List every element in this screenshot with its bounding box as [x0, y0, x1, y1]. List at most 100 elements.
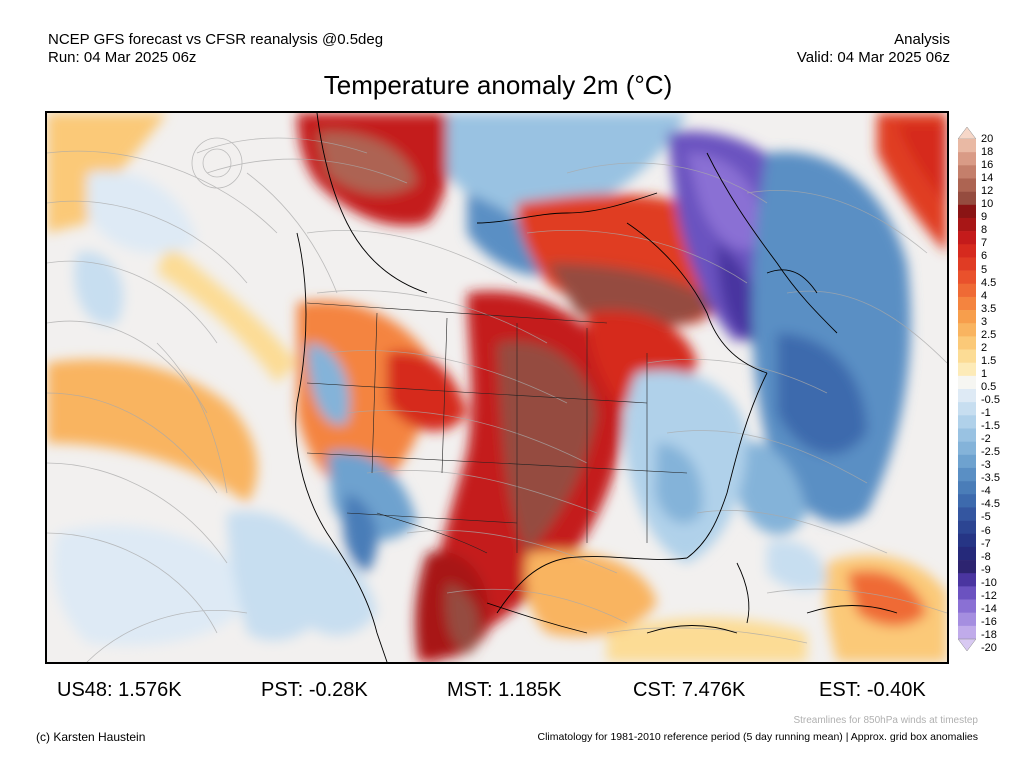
- region-value: -0.40K: [866, 679, 926, 701]
- colorbar-swatch: [958, 625, 976, 640]
- region-average-cst: CST: 7.476K: [633, 679, 745, 702]
- colorbar-tick-label: 2: [981, 341, 988, 354]
- run-time: Run: 04 Mar 2025 06z: [48, 49, 197, 66]
- colorbar-tick-label: -6: [981, 524, 991, 537]
- colorbar-tick-label: -4: [981, 485, 991, 498]
- anomaly-map: [45, 111, 949, 664]
- colorbar-tick-label: 9: [981, 211, 988, 224]
- colorbar-tick-label: -14: [981, 602, 997, 615]
- model-description: NCEP GFS forecast vs CFSR reanalysis @0.…: [48, 31, 384, 48]
- colorbar-tick-label: -20: [981, 642, 997, 654]
- colorbar-tick-label: -5: [981, 511, 991, 524]
- colorbar-swatch: [958, 520, 976, 535]
- colorbar-tick-label: 14: [981, 172, 994, 185]
- region-label: EST:: [819, 679, 862, 701]
- region-label: PST:: [261, 679, 304, 701]
- colorbar-tick-label: 18: [981, 146, 994, 159]
- colorbar-swatch: [958, 415, 976, 429]
- colorbar-tick-label: -0.5: [981, 394, 1000, 407]
- colorbar-swatch: [958, 441, 976, 456]
- colorbar-tick-label: -18: [981, 628, 997, 641]
- colorbar-swatch: [958, 573, 976, 587]
- colorbar-swatch: [958, 454, 976, 469]
- region-value: 1.576K: [118, 679, 182, 701]
- colorbar-tick-label: -12: [981, 589, 997, 602]
- colorbar-tick-label: 12: [981, 185, 994, 198]
- colorbar-tick-label: -1: [981, 407, 991, 420]
- colorbar-tick-label: 8: [981, 224, 988, 237]
- colorbar-swatch: [958, 507, 976, 521]
- colorbar-swatch: [958, 494, 976, 508]
- colorbar-tick-label: -16: [981, 615, 997, 628]
- colorbar-tick-label: -7: [981, 537, 991, 550]
- colorbar-swatch: [958, 217, 976, 232]
- colorbar-swatch: [958, 310, 976, 324]
- region-label: CST:: [633, 679, 677, 701]
- colorbar-tick-label: 4: [981, 289, 988, 302]
- colorbar-tick-label: 2.5: [981, 328, 997, 341]
- region-value: -0.28K: [308, 679, 368, 701]
- region-value: 7.476K: [681, 679, 746, 701]
- region-average-mst: MST: 1.185K: [447, 679, 562, 702]
- colorbar-swatch: [958, 165, 976, 179]
- colorbar-swatch: [958, 389, 976, 403]
- colorbar-tick-label: -8: [981, 550, 991, 563]
- streamlines-note: Streamlines for 850hPa winds at timestep: [793, 715, 978, 726]
- colorbar-swatch: [958, 336, 976, 350]
- region-label: US48:: [57, 679, 113, 701]
- streamlines: [47, 137, 947, 662]
- colorbar-tick-label: 1: [981, 367, 988, 380]
- colorbar-swatch: [958, 191, 976, 206]
- colorbar: [958, 127, 976, 651]
- colorbar-swatch: [958, 599, 976, 613]
- colorbar-swatch: [958, 270, 976, 285]
- colorbar-tick-label: -4.5: [981, 498, 1000, 511]
- colorbar-tick-label: -1.5: [981, 420, 1000, 433]
- colorbar-tick-label: -10: [981, 576, 997, 589]
- region-value: 1.185K: [498, 679, 562, 701]
- political-borders: [306, 302, 688, 554]
- colorbar-swatch: [958, 139, 976, 153]
- colorbar-swatch: [958, 467, 976, 482]
- colorbar-tick-label: 7: [981, 237, 988, 250]
- colorbar-tick-label: -9: [981, 563, 991, 576]
- colorbar-tick-label: -2: [981, 433, 991, 446]
- colorbar-swatch: [958, 296, 976, 311]
- colorbar-swatch: [958, 178, 976, 192]
- colorbar-swatch: [958, 231, 976, 245]
- region-average-est: EST: -0.40K: [819, 679, 926, 702]
- valid-time: Valid: 04 Mar 2025 06z: [796, 49, 950, 66]
- colorbar-tick-label: 0.5: [981, 380, 997, 393]
- colorbar-swatch: [958, 362, 976, 377]
- analysis-label: Analysis: [894, 31, 950, 48]
- colorbar-bottom-extension: [958, 638, 976, 651]
- colorbar-tick-label: -2.5: [981, 446, 1000, 459]
- colorbar-tick-label: -3: [981, 459, 991, 472]
- colorbar-tick-label: 3.5: [981, 302, 997, 315]
- coastlines-and-borders: [295, 113, 898, 662]
- colorbar-swatch: [958, 546, 976, 561]
- colorbar-swatch: [958, 349, 976, 363]
- region-average-us48: US48: 1.576K: [57, 679, 182, 702]
- colorbar-swatch: [958, 560, 976, 574]
- colorbar-tick-label: 10: [981, 198, 994, 211]
- colorbar-swatch: [958, 586, 976, 600]
- copyright: (c) Karsten Haustein: [36, 730, 146, 744]
- colorbar-swatch: [958, 428, 976, 442]
- region-average-pst: PST: -0.28K: [261, 679, 368, 702]
- colorbar-tick-label: -3.5: [981, 472, 1000, 485]
- region-label: MST:: [447, 679, 493, 701]
- colorbar-tick-label: 4.5: [981, 276, 997, 289]
- anomaly-map-graphic: [47, 113, 947, 662]
- colorbar-tick-label: 1.5: [981, 354, 997, 367]
- header-left: NCEP GFS forecast vs CFSR reanalysis @0.…: [48, 31, 383, 67]
- colorbar-swatch: [958, 402, 976, 416]
- colorbar-swatch: [958, 323, 976, 337]
- colorbar-swatch: [958, 612, 976, 627]
- colorbar-swatch: [958, 481, 976, 495]
- colorbar-swatch: [958, 204, 976, 219]
- colorbar-tick-label: 5: [981, 263, 988, 276]
- regional-averages: US48: 1.576K PST: -0.28K MST: 1.185K CST…: [0, 679, 1024, 705]
- map-title: Temperature anomaly 2m (°C): [323, 70, 673, 100]
- colorbar-tick-label: 16: [981, 159, 994, 172]
